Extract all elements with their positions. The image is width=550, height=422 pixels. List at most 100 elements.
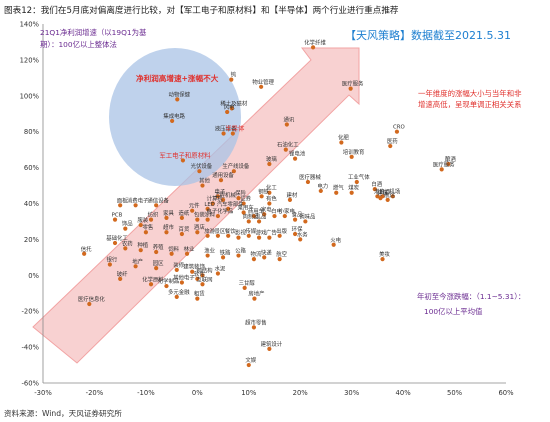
point-label: 三甘醇 (239, 279, 256, 287)
point-label: 化工 (266, 184, 277, 192)
point-label: 证券 (240, 195, 251, 203)
data-point (123, 246, 128, 251)
data-point (283, 147, 288, 152)
data-point (251, 325, 257, 330)
point-label: 通讯 (283, 116, 294, 124)
point-label: 环保 (292, 225, 303, 233)
point-label: 地产 (132, 257, 143, 265)
y-axis-note-line2: 期）：100亿以上整体法 (40, 40, 117, 49)
point-label: 肉制品 (243, 212, 259, 220)
data-point (138, 222, 143, 228)
y-tick-label: 0% (28, 272, 39, 280)
point-label: 影视 (235, 229, 246, 237)
data-point (87, 301, 92, 307)
point-label: 水泥 (215, 265, 226, 273)
y-tick-label: 40% (24, 200, 40, 208)
point-label: 钢结构 (196, 266, 213, 274)
data-point (184, 251, 190, 256)
data-point (267, 190, 272, 195)
data-point (148, 217, 154, 222)
point-label: 零售 (142, 223, 153, 231)
data-point (241, 201, 246, 206)
point-label: 白酒 (371, 180, 382, 188)
point-label: 互联网 (196, 275, 212, 283)
data-point (112, 240, 118, 246)
point-label: 其他电子 (173, 273, 195, 281)
data-point (292, 231, 298, 237)
data-point (298, 237, 303, 242)
point-label: 黄酒 (379, 187, 390, 195)
point-label: 电子化学品 (206, 207, 233, 215)
point-label: 化肥 (338, 133, 349, 141)
data-point (154, 249, 159, 255)
data-point (164, 283, 169, 289)
point-label: 家具 (163, 209, 174, 217)
data-point (225, 109, 230, 115)
point-label: 文娱 (245, 356, 256, 364)
y-tick-label: -20% (21, 308, 39, 316)
point-label: 医疗服务 (342, 80, 364, 88)
data-point (277, 233, 282, 238)
data-point (200, 183, 205, 188)
data-point (82, 251, 87, 256)
data-point (164, 215, 169, 220)
point-label: 稀土及磁材 (220, 99, 248, 107)
data-point (179, 280, 184, 285)
x-tick-label: 60% (498, 389, 514, 397)
data-point (230, 131, 235, 136)
point-label: 铁路 (220, 248, 231, 256)
data-point (388, 143, 393, 149)
data-point (205, 233, 210, 238)
data-point (246, 362, 251, 368)
point-label: 景区 (215, 228, 226, 235)
data-point (169, 251, 174, 256)
point-label: 食品 (292, 211, 303, 219)
data-point (195, 296, 200, 301)
point-label: 保险 (235, 189, 246, 197)
data-point (375, 194, 380, 199)
point-label: 燃气 (333, 184, 344, 192)
data-point (385, 197, 390, 203)
x-tick-label: 20% (293, 389, 309, 397)
point-label: 旅游 (204, 227, 215, 235)
x-tick-labels: -30% -20% -10% 0% 10% 20% 30% 40% 50% 60% (34, 389, 514, 397)
data-point (310, 45, 316, 50)
data-point (123, 226, 128, 231)
point-label: 液压设备 (215, 124, 237, 132)
data-point (220, 255, 226, 260)
data-points (82, 45, 451, 368)
data-point (205, 206, 210, 211)
date-badge: 【天风策略】数据截至2021.5.31 (345, 28, 511, 42)
point-label: 有色 (266, 195, 277, 203)
point-label: 农药 (122, 239, 133, 247)
data-point (390, 194, 395, 199)
point-label: 出版 (276, 227, 287, 235)
x-tick-label: 0% (192, 389, 203, 397)
data-point (236, 235, 241, 240)
circle-note: 净利润高增速+涨幅不大 (136, 73, 219, 83)
point-label: 银行 (106, 256, 117, 264)
point-label: 面板 (117, 196, 128, 204)
point-label: 玻纤 (117, 270, 128, 278)
data-point (439, 167, 444, 172)
data-point (378, 196, 383, 201)
y-tick-label: 140% (20, 21, 40, 29)
point-label: 建材 (287, 191, 298, 199)
data-point (242, 285, 247, 290)
data-point (282, 213, 287, 219)
data-point (220, 197, 226, 203)
data-point (252, 296, 257, 301)
point-label: 通信设备 (147, 196, 169, 204)
data-point (349, 190, 354, 195)
x-tick-label: 50% (447, 389, 463, 397)
point-label: 信托 (81, 245, 92, 253)
data-point (229, 106, 234, 111)
data-point (179, 215, 184, 220)
x-tick-label: -10% (137, 389, 155, 397)
point-label: 软件 (194, 270, 205, 278)
data-point (348, 86, 353, 91)
point-label: 多元金融 (168, 288, 190, 296)
point-label: 集成电路 (163, 112, 185, 120)
point-label: 包装 (194, 211, 205, 219)
data-point (226, 233, 231, 238)
